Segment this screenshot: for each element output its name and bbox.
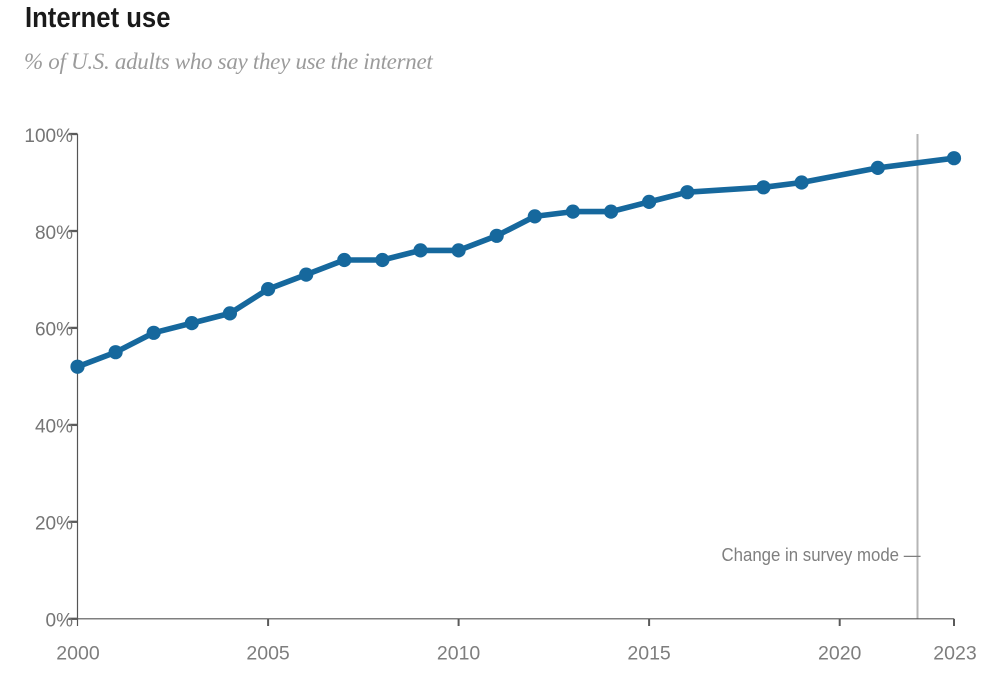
svg-text:0%: 0% [46, 611, 74, 632]
svg-text:Change in survey mode —: Change in survey mode — [722, 545, 921, 565]
svg-text:60%: 60% [35, 320, 73, 341]
svg-text:2005: 2005 [246, 643, 290, 665]
svg-text:40%: 40% [35, 417, 73, 438]
svg-text:20%: 20% [35, 514, 73, 535]
svg-text:2020: 2020 [818, 643, 862, 665]
svg-text:80%: 80% [35, 223, 73, 244]
svg-text:2015: 2015 [627, 643, 671, 665]
svg-text:100%: 100% [24, 126, 73, 147]
svg-text:2000: 2000 [56, 643, 100, 665]
svg-text:2023: 2023 [933, 643, 976, 665]
svg-text:2010: 2010 [437, 643, 481, 665]
